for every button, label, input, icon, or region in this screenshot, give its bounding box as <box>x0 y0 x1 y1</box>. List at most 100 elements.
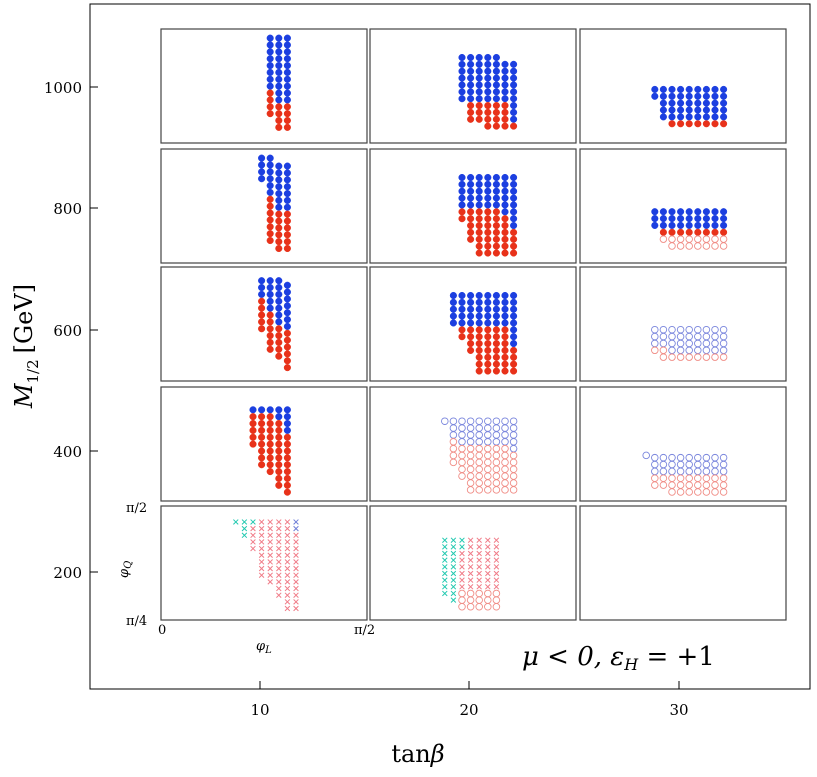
data-point <box>659 85 667 93</box>
panel-tb30-m400 <box>642 451 728 496</box>
data-point <box>467 291 475 300</box>
data-point <box>510 60 518 68</box>
data-point <box>458 603 466 611</box>
data-point <box>651 481 659 489</box>
data-point <box>275 413 283 421</box>
data-point <box>484 346 492 354</box>
data-point <box>484 222 492 230</box>
data-point <box>492 81 500 89</box>
data-point <box>275 123 283 131</box>
data-point <box>276 545 282 552</box>
data-point <box>266 433 274 441</box>
data-point <box>266 325 274 333</box>
data-point <box>685 221 693 229</box>
data-point <box>501 187 509 195</box>
data-point <box>283 447 291 455</box>
data-point <box>266 48 274 56</box>
data-point <box>475 67 483 75</box>
data-point <box>475 95 483 103</box>
data-point <box>267 559 273 565</box>
data-point <box>475 115 483 123</box>
data-point <box>275 82 283 90</box>
data-point <box>484 291 492 300</box>
data-point <box>492 242 500 250</box>
data-point <box>284 605 291 612</box>
data-point <box>501 312 509 320</box>
data-point <box>275 454 283 462</box>
data-point <box>485 550 491 557</box>
data-point <box>668 113 676 121</box>
data-point <box>275 419 283 428</box>
data-point <box>441 417 449 425</box>
data-point <box>475 326 483 334</box>
data-point <box>501 101 509 110</box>
data-point <box>484 305 492 313</box>
data-point <box>484 122 492 130</box>
data-point <box>475 108 483 116</box>
data-point <box>267 572 273 578</box>
data-point <box>685 242 693 250</box>
data-point <box>492 326 500 334</box>
data-point <box>475 249 483 257</box>
data-point <box>267 579 273 585</box>
data-point <box>266 419 274 428</box>
data-point <box>659 235 668 243</box>
data-point <box>492 333 500 341</box>
data-point <box>258 297 266 305</box>
data-point <box>458 173 466 182</box>
data-point <box>275 110 283 118</box>
data-point <box>275 34 283 42</box>
data-point <box>475 215 483 223</box>
data-point <box>258 552 265 559</box>
data-point <box>275 190 283 198</box>
data-point <box>442 557 448 563</box>
data-point <box>510 312 518 320</box>
data-point <box>484 102 492 110</box>
y-axis-ticks: 1000 800 600 400 200 <box>44 79 98 582</box>
data-point <box>266 55 274 63</box>
data-point <box>266 426 274 434</box>
data-point <box>492 201 500 209</box>
data-point <box>283 34 291 42</box>
data-point <box>458 81 466 89</box>
data-point <box>694 221 702 229</box>
data-point <box>694 113 702 121</box>
data-point <box>467 564 474 570</box>
data-point <box>475 367 483 375</box>
data-point <box>493 564 500 570</box>
data-point <box>492 305 500 313</box>
data-point <box>283 210 291 218</box>
data-point <box>442 564 448 570</box>
data-point <box>275 332 283 340</box>
data-point <box>442 584 448 590</box>
data-point <box>676 488 685 496</box>
data-point <box>711 106 719 114</box>
data-point <box>685 106 693 114</box>
data-point <box>501 333 509 341</box>
data-point <box>467 550 474 557</box>
data-point <box>258 559 265 565</box>
y-tick-label: 600 <box>53 322 82 340</box>
data-point <box>275 55 283 63</box>
data-point <box>267 545 273 552</box>
data-point <box>467 570 474 577</box>
data-point <box>293 572 299 578</box>
data-point <box>283 244 291 253</box>
data-point <box>476 557 482 563</box>
data-point <box>659 113 667 121</box>
data-point <box>501 201 509 209</box>
data-point <box>711 353 719 361</box>
data-point <box>485 584 491 590</box>
data-point <box>485 564 491 570</box>
data-point <box>450 557 457 563</box>
data-point <box>720 228 728 236</box>
data-point <box>283 357 291 365</box>
panel-box <box>160 28 368 144</box>
data-point <box>485 557 491 563</box>
data-point <box>493 557 500 563</box>
data-point <box>275 48 283 56</box>
data-point <box>283 55 291 63</box>
data-point <box>249 440 257 448</box>
data-point <box>249 433 257 441</box>
